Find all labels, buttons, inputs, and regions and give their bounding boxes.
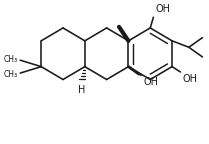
Text: OH: OH — [182, 74, 198, 84]
Text: CH₃: CH₃ — [4, 55, 18, 64]
Text: OH: OH — [155, 4, 171, 14]
Text: CH₃: CH₃ — [4, 70, 18, 79]
Text: H: H — [78, 85, 85, 95]
Text: OH: OH — [143, 77, 158, 87]
